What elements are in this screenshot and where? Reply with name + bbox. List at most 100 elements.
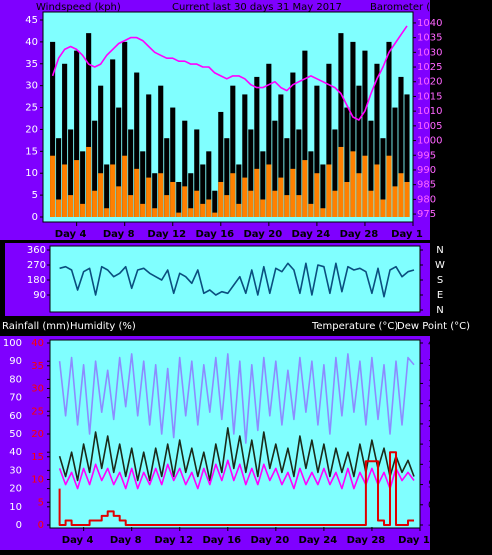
bar xyxy=(392,186,398,217)
bar xyxy=(236,203,242,217)
bar xyxy=(62,164,68,217)
bar xyxy=(56,138,62,217)
bar xyxy=(122,155,128,217)
bar xyxy=(326,164,332,217)
bar xyxy=(302,160,308,217)
bar xyxy=(314,173,320,217)
y-tick-label: 25 xyxy=(31,406,44,417)
bar xyxy=(116,107,122,217)
y-tick-label: 90 xyxy=(9,356,22,367)
bar xyxy=(158,173,164,217)
y-tick-label: 995 xyxy=(417,150,436,161)
bar xyxy=(206,199,212,217)
bar xyxy=(248,190,254,217)
bar xyxy=(338,33,344,218)
bar xyxy=(236,164,242,217)
bar xyxy=(404,94,410,217)
axis-title: Windspeed (kph) xyxy=(36,2,121,13)
axis-title: Barometer (hpa) xyxy=(370,2,453,13)
x-tick-label: Day 4 xyxy=(55,229,87,240)
y-tick-label: 0 xyxy=(16,520,22,531)
bar xyxy=(356,173,362,217)
bar xyxy=(278,177,284,217)
bar xyxy=(308,203,314,217)
bar xyxy=(290,72,296,218)
x-tick-label: Day 8 xyxy=(110,535,142,546)
y-tick-label: 1010 xyxy=(417,106,442,117)
bar xyxy=(188,173,194,217)
axis-title: Humidity (%) xyxy=(70,321,136,332)
y-tick-label: 30 xyxy=(25,81,38,92)
bar xyxy=(50,155,56,217)
y-tick-label: 35 xyxy=(31,361,44,372)
bar xyxy=(206,151,212,217)
y-tick-label: 15 xyxy=(25,146,38,157)
bar xyxy=(104,164,110,217)
bar xyxy=(104,208,110,217)
y-tick-label: 5 xyxy=(32,190,38,201)
bar xyxy=(158,85,164,218)
y-tick-label: 40 xyxy=(25,37,38,48)
y-tick-label: 10 xyxy=(428,459,441,470)
line xyxy=(58,451,414,526)
bar xyxy=(128,195,134,217)
bar xyxy=(182,186,188,217)
y-tick-label: -5 xyxy=(428,520,438,531)
y-tick-label: 40 xyxy=(31,338,44,349)
y-tick-label: 1000 xyxy=(417,136,442,147)
plot-area xyxy=(49,339,421,529)
x-tick-label: Day 1 xyxy=(391,229,423,240)
x-tick-label: Day 12 xyxy=(147,229,186,240)
y-tick-label: E xyxy=(437,290,443,301)
bar xyxy=(374,164,380,217)
x-tick-label: Day 20 xyxy=(251,535,290,546)
axis-title: Dew Point (°C) xyxy=(397,321,470,332)
y-tick-label: 100 xyxy=(3,338,22,349)
axis-title: Temperature (°C) xyxy=(311,321,398,332)
bar xyxy=(278,94,284,217)
bar xyxy=(368,120,374,217)
x-tick-label: Day 1 xyxy=(398,535,430,546)
y-tick-label: 1030 xyxy=(417,47,442,58)
y-tick-label: N xyxy=(436,245,443,256)
bar xyxy=(98,173,104,217)
y-tick-label: 60 xyxy=(9,411,22,422)
y-tick-label: 1005 xyxy=(417,121,442,132)
bar xyxy=(296,195,302,217)
bar xyxy=(92,120,98,217)
y-tick-label: 5 xyxy=(38,497,44,508)
bar xyxy=(326,63,332,218)
bar xyxy=(188,208,194,217)
y-tick-label: 0 xyxy=(32,212,38,223)
bar xyxy=(362,50,368,218)
x-tick-label: Day 4 xyxy=(62,535,94,546)
bar xyxy=(194,190,200,217)
y-tick-label: 25 xyxy=(428,399,441,410)
bar xyxy=(260,199,266,217)
bar xyxy=(110,164,116,217)
bar xyxy=(176,181,182,217)
y-tick-label: 50 xyxy=(9,429,22,440)
bar xyxy=(368,190,374,217)
y-tick-label: 20 xyxy=(428,419,441,430)
x-tick-label: Day 12 xyxy=(154,535,193,546)
line xyxy=(58,427,415,482)
x-tick-label: Day 20 xyxy=(244,229,283,240)
y-tick-label: 40 xyxy=(9,447,22,458)
bar xyxy=(284,138,290,217)
bar xyxy=(218,181,224,217)
y-tick-label: 35 xyxy=(428,358,441,369)
x-tick-label: Day 16 xyxy=(202,535,241,546)
bar xyxy=(224,195,230,217)
bar xyxy=(398,76,404,218)
y-tick-label: 80 xyxy=(9,374,22,385)
bar xyxy=(344,181,350,217)
bar xyxy=(218,111,224,217)
bar xyxy=(62,63,68,218)
bar xyxy=(386,41,392,218)
bar xyxy=(320,208,326,217)
bar xyxy=(380,199,386,217)
bar xyxy=(350,41,356,218)
bar xyxy=(398,173,404,217)
